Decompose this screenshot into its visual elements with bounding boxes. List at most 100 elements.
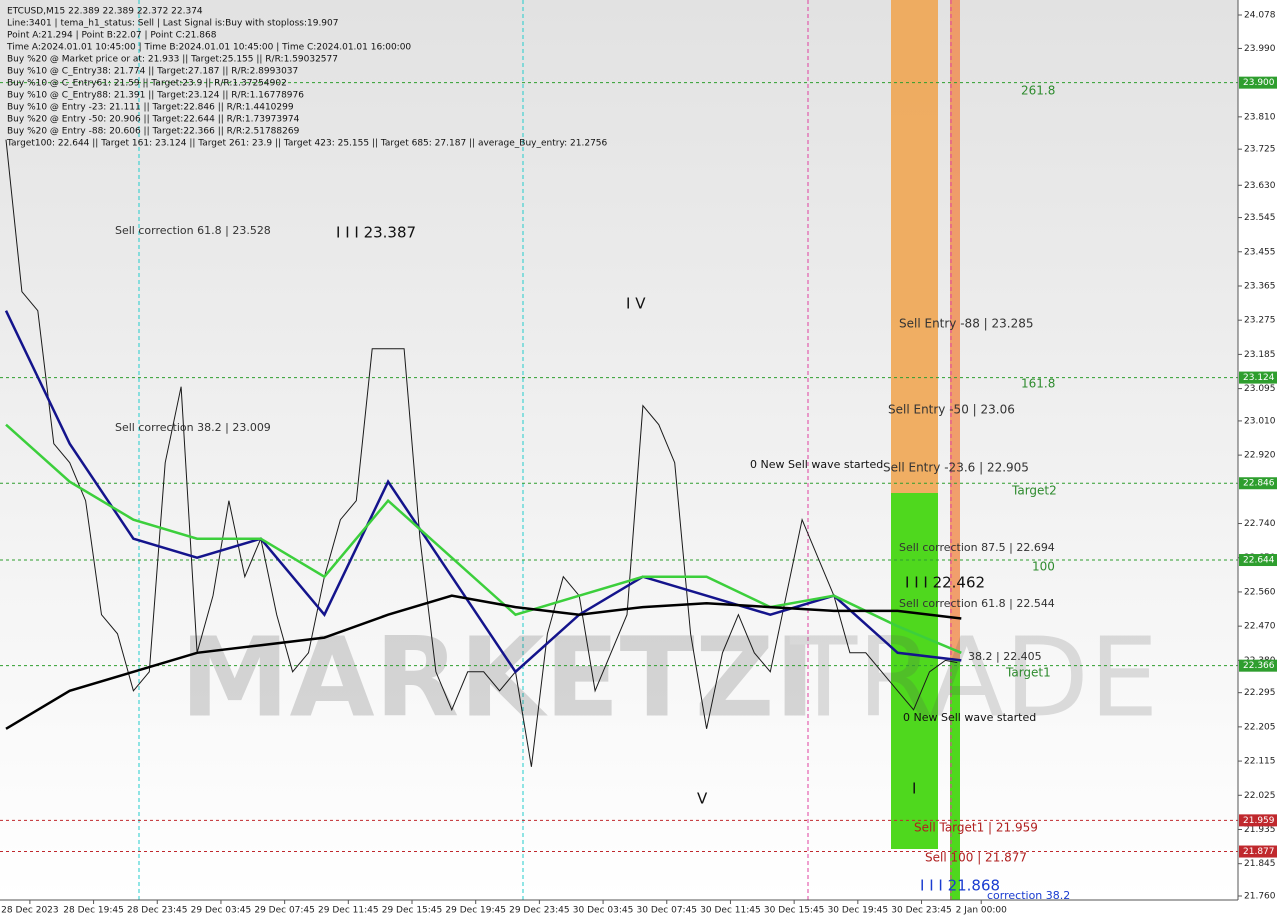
y-tick-label: 22.920 (1244, 451, 1276, 461)
annotation: Sell correction 61.8 | 23.528 (115, 224, 271, 237)
annotation: Sell correction 87.5 | 22.694 (899, 541, 1055, 554)
plot-background (0, 0, 1238, 900)
annotation: Sell Target1 | 21.959 (914, 821, 1038, 835)
annotation: V (697, 790, 708, 808)
annotation: correction 38.2 (987, 889, 1070, 902)
series-line (5, 594, 962, 730)
level-tag (1239, 76, 1277, 89)
x-tick-label: 2 Jan 00:00 (956, 906, 1008, 916)
info-line: Buy %20 @ Entry -88: 20.606 || Target:22… (7, 127, 300, 137)
annotation: I V (626, 295, 646, 313)
info-line: ETCUSD,M15 22.389 22.389 22.372 22.374 (7, 7, 203, 17)
y-tick-label: 23.275 (1244, 316, 1276, 326)
y-tick-label: 23.185 (1244, 350, 1276, 360)
annotation: Target2 (1011, 484, 1057, 498)
info-line: Point A:21.294 | Point B:22.07 | Point C… (7, 31, 217, 41)
level-label: 22.366 (1243, 661, 1275, 671)
annotation: 0 New Sell wave started (903, 711, 1036, 724)
series-line (5, 423, 962, 654)
annotation: Sell 100 | 21.877 (925, 851, 1027, 865)
level-label: 22.846 (1243, 479, 1275, 489)
y-tick-label: 23.725 (1244, 145, 1276, 155)
info-line: Buy %10 @ C_Entry88: 21.391 || Target:23… (7, 91, 304, 101)
x-tick-label: 28 Dec 2023 (1, 906, 59, 916)
y-tick-label: 22.115 (1244, 757, 1276, 767)
x-tick-label: 30 Dec 19:45 (828, 906, 889, 916)
level-tag (1239, 814, 1277, 827)
level-tag (1239, 477, 1277, 490)
x-tick-label: 29 Dec 03:45 (191, 906, 252, 916)
y-tick-label: 23.010 (1244, 416, 1276, 426)
series-line (4, 310, 962, 674)
y-tick-label: 23.630 (1244, 181, 1276, 191)
annotation: Sell correction 61.8 | 22.544 (899, 597, 1055, 610)
annotation: I I I 21.868 (920, 877, 1000, 895)
y-tick-label: 22.560 (1244, 587, 1276, 597)
annotation: I I I 23.387 (336, 224, 416, 242)
annotation: 161.8 (1021, 377, 1055, 391)
info-line: Buy %10 @ C_Entry38: 21.774 || Target:27… (7, 67, 298, 77)
info-line: Buy %20 @ Entry -50: 20.906 || Target:22… (7, 115, 300, 125)
y-tick-label: 23.545 (1244, 213, 1276, 223)
y-tick-label: 21.845 (1244, 859, 1276, 869)
series-line (5, 139, 958, 767)
annotation: 100 (1032, 560, 1055, 574)
annotation: Sell Entry -50 | 23.06 (888, 403, 1015, 417)
y-tick-label: 22.470 (1244, 622, 1276, 632)
level-label: 23.900 (1243, 78, 1275, 88)
x-tick-label: 30 Dec 23:45 (891, 906, 952, 916)
annotation: Sell correction 38.2 | 23.009 (115, 421, 271, 434)
x-tick-label: 29 Dec 11:45 (318, 906, 379, 916)
level-tag (1239, 554, 1277, 567)
y-tick-label: 23.990 (1244, 44, 1276, 54)
annotation: I I I 22.462 (905, 574, 985, 592)
annotation: 0 New Sell wave started (750, 458, 883, 471)
annotation: I (912, 780, 916, 798)
info-line: Line:3401 | tema_h1_status: Sell | Last … (7, 19, 338, 29)
watermark-text: MARKETZI (180, 613, 815, 741)
watermark-text: TRADE (789, 613, 1159, 741)
level-label: 21.959 (1243, 816, 1275, 826)
y-tick-label: 23.810 (1244, 112, 1276, 122)
annotation: Sell Entry -23.6 | 22.905 (883, 461, 1029, 475)
watermark: MARKETZI TRADE (180, 613, 1159, 741)
y-tick-label: 22.740 (1244, 519, 1276, 529)
level-tag (1239, 371, 1277, 384)
y-tick-label: 23.365 (1244, 281, 1276, 291)
y-tick-label: 22.295 (1244, 688, 1276, 698)
sell-zone (950, 0, 960, 660)
annotation: 261.8 (1021, 84, 1055, 98)
y-tick-label: 22.025 (1244, 791, 1276, 801)
info-line: Buy %10 @ C_Entry61: 21.59 || Target:23.… (7, 79, 287, 89)
y-tick-label: 21.935 (1244, 825, 1276, 835)
x-tick-label: 29 Dec 23:45 (509, 906, 570, 916)
x-tick-label: 28 Dec 23:45 (127, 906, 188, 916)
info-line: Time A:2024.01.01 10:45:00 | Time B:2024… (6, 43, 411, 53)
annotation: Target1 (1005, 666, 1051, 680)
y-tick-label: 21.760 (1244, 892, 1276, 902)
info-line: Buy %10 @ Entry -23: 21.111 || Target:22… (7, 103, 294, 113)
sell-zone (891, 0, 938, 493)
x-tick-label: 30 Dec 11:45 (700, 906, 761, 916)
x-tick-label: 30 Dec 07:45 (637, 906, 698, 916)
x-tick-label: 29 Dec 07:45 (254, 906, 315, 916)
info-line: Buy %20 @ Market price or at: 21.933 || … (7, 55, 338, 65)
x-tick-label: 30 Dec 15:45 (764, 906, 825, 916)
level-tag (1239, 659, 1277, 672)
annotation: 38.2 | 22.405 (968, 650, 1042, 663)
annotation: Sell Entry -88 | 23.285 (899, 317, 1033, 331)
level-label: 23.124 (1243, 373, 1275, 383)
x-tick-label: 29 Dec 19:45 (445, 906, 506, 916)
y-tick-label: 23.455 (1244, 247, 1276, 257)
info-line: Target100: 22.644 || Target 161: 23.124 … (6, 139, 608, 149)
x-tick-label: 30 Dec 03:45 (573, 906, 634, 916)
y-tick-label: 23.095 (1244, 384, 1276, 394)
level-tag (1239, 845, 1277, 858)
y-tick-label: 22.205 (1244, 722, 1276, 732)
level-label: 21.877 (1243, 847, 1275, 857)
y-tick-label: 24.078 (1244, 11, 1276, 21)
target-zone (950, 660, 960, 900)
x-tick-label: 29 Dec 15:45 (382, 906, 443, 916)
level-label: 22.644 (1243, 556, 1275, 566)
